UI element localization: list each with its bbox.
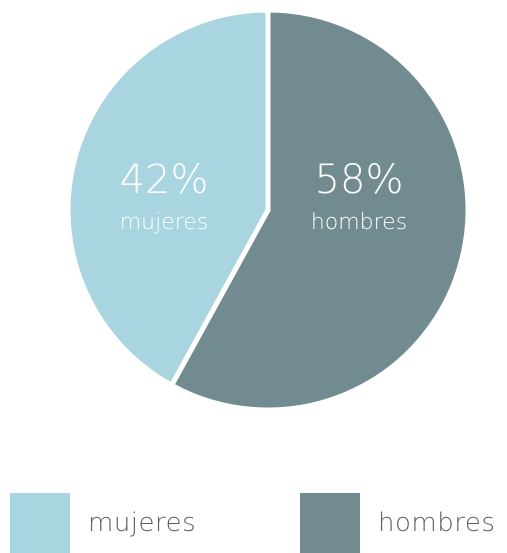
slice-category-label-hombres: hombres [311, 210, 407, 235]
slice-percent-label-hombres: 58% [315, 157, 404, 203]
pie-labels: 58% hombres 42% mujeres [120, 157, 408, 235]
slice-percent-label-mujeres: 42% [120, 157, 209, 203]
pie-slice-mujeres [65, 7, 271, 388]
slice-category-label-mujeres: mujeres [120, 210, 209, 235]
pie-slices [65, 7, 471, 413]
pie-slice-hombres [169, 7, 471, 413]
